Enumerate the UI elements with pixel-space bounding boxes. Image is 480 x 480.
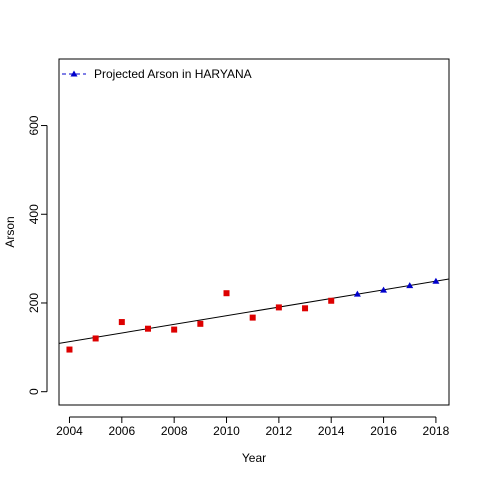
data-point: [118, 319, 125, 326]
data-point: [197, 320, 204, 327]
x-tick-label: 2018: [423, 424, 450, 438]
y-tick-label: 0: [27, 388, 41, 395]
data-point: [144, 325, 151, 332]
legend-triangle-marker: [70, 70, 78, 77]
x-tick-label: 2012: [266, 424, 293, 438]
data-point: [223, 290, 230, 297]
data-point: [275, 304, 282, 311]
projected-point: [406, 282, 414, 289]
data-point: [249, 314, 256, 321]
y-axis-label: Arson: [3, 216, 17, 247]
trend-layer: [59, 278, 449, 344]
y-tick-label: 200: [27, 293, 41, 313]
x-tick-label: 2004: [56, 424, 83, 438]
legend-label: Projected Arson in HARYANA: [94, 67, 252, 81]
y-tick-label: 600: [27, 115, 41, 135]
projected-point: [353, 290, 361, 297]
trend-line: [59, 278, 449, 344]
data-point: [302, 305, 309, 312]
projected-point: [432, 277, 440, 284]
x-tick-label: 2016: [370, 424, 397, 438]
points-layer: [66, 277, 440, 353]
x-axis: 2004 2006 2008 2010 2012 2014 2016 2018: [56, 416, 450, 438]
data-point: [92, 335, 99, 342]
projected-point: [380, 286, 388, 293]
x-tick-label: 2008: [161, 424, 188, 438]
x-tick-label: 2014: [318, 424, 345, 438]
x-tick-label: 2006: [108, 424, 135, 438]
data-point: [171, 326, 178, 333]
legend: Projected Arson in HARYANA: [62, 67, 252, 81]
y-tick-label: 400: [27, 204, 41, 224]
x-axis-label: Year: [242, 451, 266, 465]
x-tick-label: 2010: [213, 424, 240, 438]
plot-frame: [58, 58, 450, 406]
data-point: [328, 297, 335, 304]
data-point: [66, 346, 73, 353]
y-axis: 0 200 400 600: [27, 115, 48, 395]
